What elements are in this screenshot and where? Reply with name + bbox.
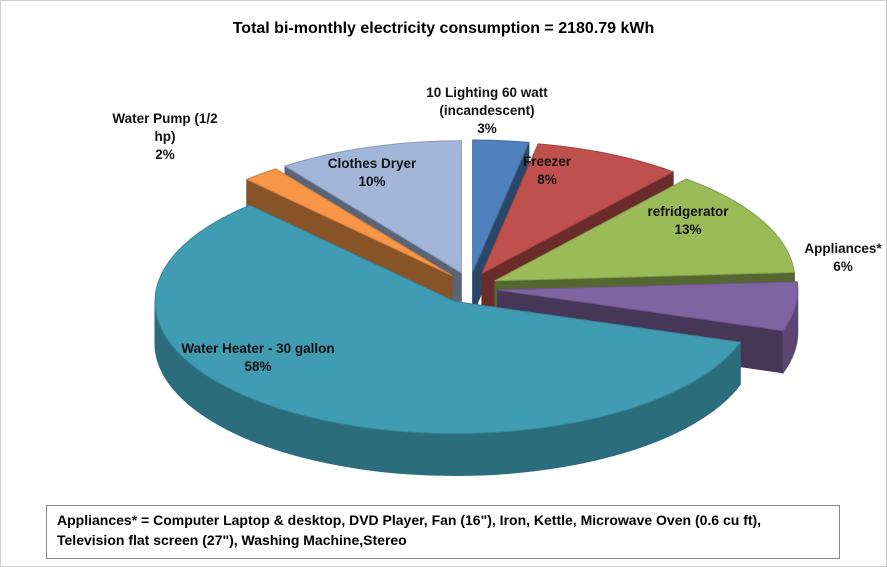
slice-name: Appliances*: [804, 241, 882, 256]
chart-title: Total bi-monthly electricity consumption…: [232, 20, 655, 37]
pie-slice: [283, 140, 462, 274]
slice-name: 10 Lighting 60 watt (incandescent): [426, 85, 548, 118]
pie-slice: [497, 281, 799, 332]
slice-name: refridgerator: [647, 204, 729, 219]
slice-label: Water Pump (1/2 hp) 2%: [110, 110, 220, 164]
slice-value: 10%: [358, 174, 386, 189]
pie-slice: [494, 178, 795, 282]
slice-label: 10 Lighting 60 watt (incandescent) 3%: [407, 84, 567, 138]
slice-label: Clothes Dryer 10%: [312, 155, 432, 191]
pie-slice: [245, 168, 453, 277]
slice-label: Freezer 8%: [502, 153, 592, 189]
pie-slice: [472, 139, 530, 273]
slice-label: Appliances* 6%: [793, 240, 887, 276]
slice-name: Water Pump (1/2 hp): [112, 111, 218, 144]
slice-name: Clothes Dryer: [327, 156, 417, 171]
pie-slice: [480, 143, 675, 275]
slice-name: Freezer: [522, 154, 572, 169]
slice-value: 6%: [833, 259, 853, 274]
slice-name: Water Heater - 30 gallon: [181, 341, 335, 356]
footnote: Appliances* = Computer Laptop & desktop,…: [46, 505, 840, 559]
pie-slice: [154, 204, 742, 435]
slice-value: 58%: [244, 359, 272, 374]
slice-value: 8%: [537, 172, 557, 187]
slice-value: 13%: [674, 222, 702, 237]
slice-value: 3%: [477, 121, 497, 136]
slice-label: refridgerator 13%: [618, 203, 758, 239]
slice-label: Water Heater - 30 gallon 58%: [178, 340, 338, 376]
slice-value: 2%: [155, 147, 175, 162]
